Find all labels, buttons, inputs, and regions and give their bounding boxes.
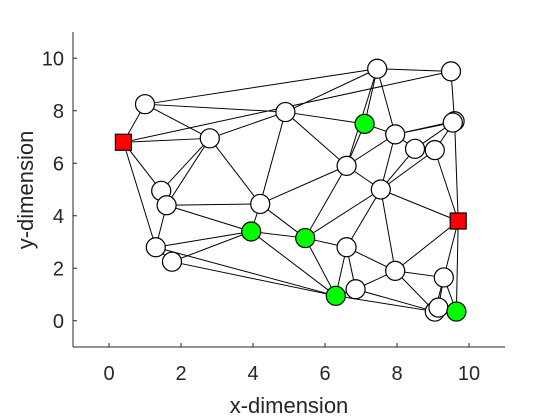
y-axis-label: y-dimension	[13, 131, 38, 250]
network-edge	[355, 288, 435, 313]
unknown-node	[134, 94, 156, 115]
y-tick-label: 0	[53, 311, 64, 333]
network-edge	[376, 68, 396, 135]
estimated-node	[295, 227, 316, 249]
network-edge	[166, 138, 211, 206]
unknown-node	[250, 193, 271, 215]
network-edge	[455, 220, 459, 312]
network-edge	[250, 231, 337, 297]
y-ticks: 0 2 4 6 8 10	[42, 48, 77, 333]
unknown-node	[404, 138, 426, 159]
unknown-node	[336, 155, 357, 176]
network-edge	[394, 220, 459, 272]
x-tick-label: 10	[458, 363, 480, 385]
anchor-node	[114, 133, 133, 151]
network-edge	[144, 68, 378, 105]
estimated-node	[325, 285, 346, 306]
network-edge	[434, 149, 459, 222]
network-edge	[209, 111, 286, 139]
network-edge	[285, 68, 378, 113]
unknown-node	[336, 237, 357, 258]
x-tick-label: 6	[319, 363, 330, 385]
unknown-node	[275, 101, 296, 123]
unknown-node	[424, 140, 445, 161]
nodes	[114, 58, 467, 322]
x-tick-label: 4	[247, 363, 258, 385]
unknown-node	[345, 279, 366, 300]
estimated-node	[446, 301, 467, 322]
network-edge	[380, 149, 436, 190]
network-edge	[155, 231, 252, 248]
network-edge	[209, 138, 261, 205]
network-edge	[454, 121, 459, 222]
unknown-node	[428, 297, 449, 318]
anchor-node	[449, 212, 467, 230]
y-tick-label: 4	[53, 206, 64, 228]
unknown-node	[367, 58, 388, 79]
unknown-node	[161, 251, 183, 272]
x-tick-label: 8	[391, 363, 402, 385]
x-axis-label: x-dimension	[230, 393, 349, 418]
unknown-node	[370, 179, 391, 200]
network-edge	[144, 103, 211, 139]
network-edge	[259, 111, 286, 205]
y-tick-label: 2	[53, 258, 64, 280]
unknown-node	[145, 237, 166, 258]
network-edge	[304, 237, 337, 297]
network-edge	[304, 189, 382, 239]
network-edge	[285, 111, 347, 167]
network-edge	[166, 204, 252, 232]
unknown-node	[385, 260, 406, 281]
network-edge	[380, 189, 396, 271]
network-edge	[304, 165, 348, 239]
x-tick-label: 0	[103, 363, 114, 385]
estimated-node	[241, 221, 262, 242]
network-edge	[123, 137, 210, 143]
unknown-node	[440, 61, 462, 82]
network-edge	[122, 142, 157, 248]
unknown-node	[385, 124, 406, 145]
y-tick-label: 10	[42, 48, 64, 70]
y-tick-label: 6	[53, 153, 64, 175]
network-edge	[160, 137, 211, 192]
x-ticks: 0 2 4 6 8 10	[103, 343, 480, 385]
estimated-node	[354, 113, 375, 134]
network-edge	[285, 111, 365, 125]
network-edge	[171, 231, 252, 263]
unknown-node	[442, 112, 463, 133]
network-edge	[346, 189, 382, 248]
network-edge	[380, 189, 459, 222]
network-edge	[166, 203, 261, 206]
network-edge	[335, 295, 435, 313]
unknown-node	[199, 128, 220, 149]
unknown-node	[433, 267, 454, 288]
unknown-node	[156, 195, 177, 216]
y-tick-label: 8	[53, 101, 64, 123]
network-edge	[377, 68, 452, 72]
axes	[72, 32, 505, 348]
network-edge	[144, 103, 286, 113]
network-edge	[155, 246, 336, 297]
network-edge	[259, 165, 347, 205]
network-edge	[171, 261, 336, 297]
x-tick-label: 2	[175, 363, 186, 385]
